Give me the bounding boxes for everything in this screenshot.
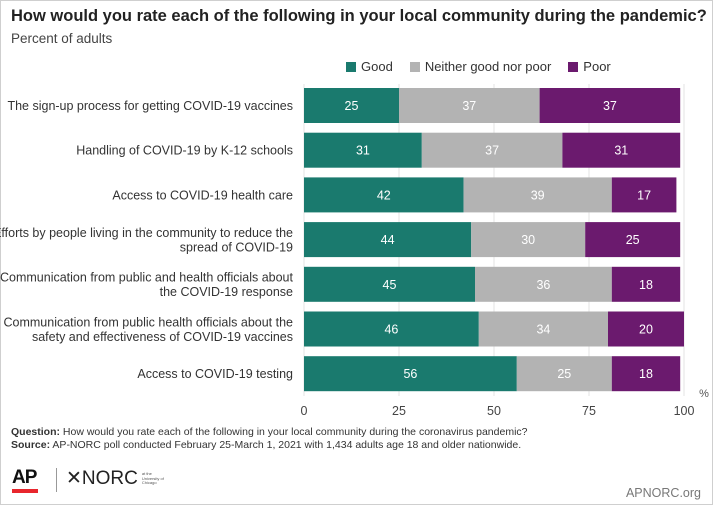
chart-title: How would you rate each of the following… (11, 7, 707, 25)
data-label: 39 (531, 188, 545, 202)
data-label: 42 (377, 188, 391, 202)
ap-logo-bar (12, 489, 38, 493)
question-label: Question: (11, 426, 60, 438)
data-label: 31 (614, 144, 628, 158)
data-label: 30 (521, 233, 535, 247)
legend-label-poor: Poor (583, 59, 611, 74)
legend-swatch-good (346, 61, 356, 72)
category-label: safety and effectiveness of COVID-19 vac… (32, 330, 293, 344)
bar-segment (516, 356, 612, 392)
data-label: 34 (536, 323, 550, 337)
bar-segment (611, 356, 681, 392)
source-note: Source: AP-NORC poll conducted February … (11, 439, 528, 452)
bar-segment (463, 177, 612, 213)
data-label: 18 (639, 367, 653, 381)
category-label: The sign-up process for getting COVID-19… (7, 99, 293, 113)
logo-divider (56, 468, 57, 492)
data-label: 44 (381, 233, 395, 247)
legend-item-poor: Poor (568, 59, 611, 74)
x-tick-label: 25 (392, 404, 406, 418)
bar-segment (611, 177, 677, 213)
source-text: AP-NORC poll conducted February 25-March… (50, 438, 522, 451)
chart-subtitle: Percent of adults (11, 31, 113, 46)
site-url: APNORC.org (625, 486, 701, 500)
bar-segment (539, 88, 681, 123)
norc-logo-text: NORC (81, 468, 138, 489)
x-unit-label: % (699, 388, 709, 400)
data-label: 25 (626, 233, 640, 247)
category-label: Communication from public and health off… (0, 271, 294, 285)
legend-swatch-neither (409, 61, 420, 72)
category-label: Communication from public health officia… (3, 315, 293, 329)
bar-segment (399, 88, 540, 123)
chart-legend: Good Neither good nor poor Poor (346, 59, 628, 74)
category-label: Access to COVID-19 testing (137, 367, 293, 381)
legend-label-good: Good (361, 59, 393, 74)
data-label: 56 (403, 367, 417, 381)
bar-segment (304, 356, 517, 392)
data-label: 37 (462, 99, 476, 113)
bar-segment (608, 311, 684, 347)
bar-segment (421, 132, 563, 168)
bar-segment (304, 222, 472, 258)
chart-footer: Question: How would you rate each of the… (11, 426, 528, 451)
data-label: 18 (639, 278, 653, 292)
bar-segment (585, 222, 681, 258)
bar-segment (562, 132, 681, 168)
bar-segment (471, 222, 586, 258)
data-label: 45 (383, 278, 397, 292)
legend-item-neither: Neither good nor poor (409, 59, 552, 74)
x-tick-label: 0 (301, 404, 308, 418)
category-label: Handling of COVID-19 by K-12 schools (76, 144, 293, 158)
bar-segment (304, 311, 479, 347)
data-label: 17 (637, 188, 651, 202)
data-label: 46 (384, 323, 398, 337)
legend-label-neither: Neither good nor poor (424, 59, 552, 74)
bar-segment (478, 311, 608, 347)
question-text: How would you rate each of the following… (60, 426, 528, 438)
data-label: 31 (356, 144, 370, 158)
legend-item-good: Good (346, 59, 393, 74)
category-label: spread of COVID-19 (180, 240, 293, 254)
stacked-bar-chart: 0 25 50 75 100% The sign-up process for getti… (0, 84, 709, 418)
norc-x-icon: ✕ (66, 468, 82, 489)
bar-segment (611, 266, 681, 302)
data-label: 37 (603, 99, 617, 113)
x-tick-label: 50 (487, 404, 501, 418)
data-label: 37 (485, 144, 499, 158)
ap-logo-text: AP (12, 467, 37, 488)
data-label: 25 (345, 99, 359, 113)
norc-logo-subtext: at the University of Chicago (141, 471, 164, 486)
bar-segment (304, 266, 475, 302)
x-tick-label: 100 (674, 404, 695, 418)
norc-logo: ✕ NORC at the University of Chicago (66, 469, 170, 489)
data-label: 25 (557, 367, 571, 381)
bar-segment (304, 177, 464, 213)
legend-swatch-poor (568, 61, 579, 72)
category-label: Access to COVID-19 health care (112, 188, 293, 202)
x-tick-label: 75 (582, 404, 596, 418)
data-label: 36 (536, 278, 550, 292)
bar-segment (304, 132, 422, 168)
category-label: Efforts by people living in the communit… (0, 226, 293, 240)
data-label: 20 (639, 323, 653, 337)
bar-segment (304, 88, 399, 123)
bar-segment (475, 266, 612, 302)
ap-logo: AP (12, 468, 42, 494)
question-note: Question: How would you rate each of the… (11, 426, 528, 439)
source-label: Source: (11, 438, 51, 451)
category-label: the COVID-19 response (160, 285, 293, 299)
